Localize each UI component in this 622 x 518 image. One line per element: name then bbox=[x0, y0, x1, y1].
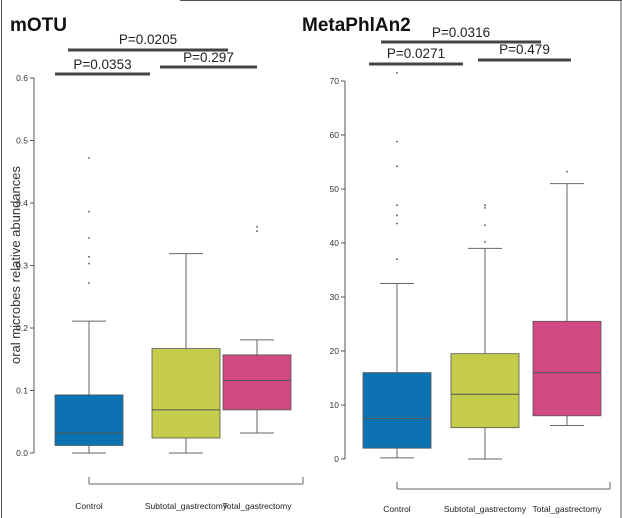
p-value-label: P=0.0353 bbox=[73, 57, 131, 72]
category-label: Subtotal_gastrectomy bbox=[444, 504, 527, 514]
box bbox=[450, 353, 520, 429]
outlier-point bbox=[566, 170, 568, 173]
outlier-point bbox=[88, 210, 90, 213]
y-tick-label: 0.2 bbox=[16, 323, 28, 333]
metaphlan2-panel: MetaPhlAn2 0 10 20 30 40 50 60 70 Control Subtotal… bbox=[302, 15, 611, 514]
outlier-point bbox=[396, 140, 398, 143]
outlier-point bbox=[88, 282, 90, 284]
y-axis-label: oral microbes relative abundances bbox=[8, 166, 23, 364]
y-tick-label: 0.5 bbox=[16, 136, 28, 146]
box bbox=[222, 354, 292, 411]
outlier-point bbox=[88, 157, 90, 159]
outlier-point bbox=[256, 230, 258, 233]
outlier-point bbox=[484, 241, 486, 243]
outlier-point bbox=[484, 224, 486, 227]
box bbox=[532, 320, 602, 417]
panel-title: mOTU bbox=[10, 15, 67, 36]
outlier-point bbox=[484, 207, 486, 209]
category-label: Subtotal_gastrectomy bbox=[145, 501, 228, 511]
p-value-label: P=0.479 bbox=[499, 42, 550, 57]
y-tick-label: 70 bbox=[330, 76, 340, 86]
y-tick-label: 0.4 bbox=[16, 198, 28, 208]
category-label: Control bbox=[75, 501, 103, 511]
category-label: Control bbox=[383, 504, 411, 514]
outlier-point bbox=[256, 225, 258, 228]
y-tick-label: 0.0 bbox=[16, 448, 28, 458]
category-label: Total_gastrectomy bbox=[223, 501, 293, 511]
y-tick-label: 0.6 bbox=[16, 73, 28, 83]
box bbox=[151, 348, 221, 439]
outlier-point bbox=[396, 214, 398, 217]
y-tick-label: 30 bbox=[330, 292, 340, 302]
category-label: Total_gastrectomy bbox=[533, 504, 603, 514]
outlier-point bbox=[484, 204, 486, 207]
outlier-point bbox=[396, 258, 398, 261]
y-tick-label: 50 bbox=[330, 184, 340, 194]
outlier-point bbox=[396, 204, 398, 207]
y-tick-label: 20 bbox=[330, 346, 340, 356]
outlier-point bbox=[88, 237, 90, 239]
y-tick-label: 40 bbox=[330, 238, 340, 248]
box bbox=[54, 394, 124, 446]
panel-title: MetaPhlAn2 bbox=[302, 15, 411, 36]
outlier-point bbox=[396, 72, 398, 74]
outlier-point bbox=[88, 262, 90, 265]
y-tick-label: 60 bbox=[330, 130, 340, 140]
motu-panel: mOTU 0.0 0.1 0.2 0.3 0.4 0.5 0.6 oral microbes r… bbox=[8, 15, 304, 511]
y-tick-label: 10 bbox=[330, 400, 340, 410]
box bbox=[362, 372, 432, 449]
p-value-label: P=0.0316 bbox=[432, 25, 490, 40]
y-tick-label: 0.1 bbox=[16, 386, 28, 396]
outlier-point bbox=[88, 255, 90, 258]
outlier-point bbox=[396, 222, 398, 225]
y-tick-label: 0.3 bbox=[16, 261, 28, 271]
outlier-point bbox=[396, 165, 398, 168]
p-value-label: P=0.297 bbox=[183, 50, 234, 65]
y-tick-label: 0 bbox=[334, 454, 339, 464]
p-value-label: P=0.0271 bbox=[387, 46, 445, 61]
p-value-label: P=0.0205 bbox=[119, 32, 177, 47]
